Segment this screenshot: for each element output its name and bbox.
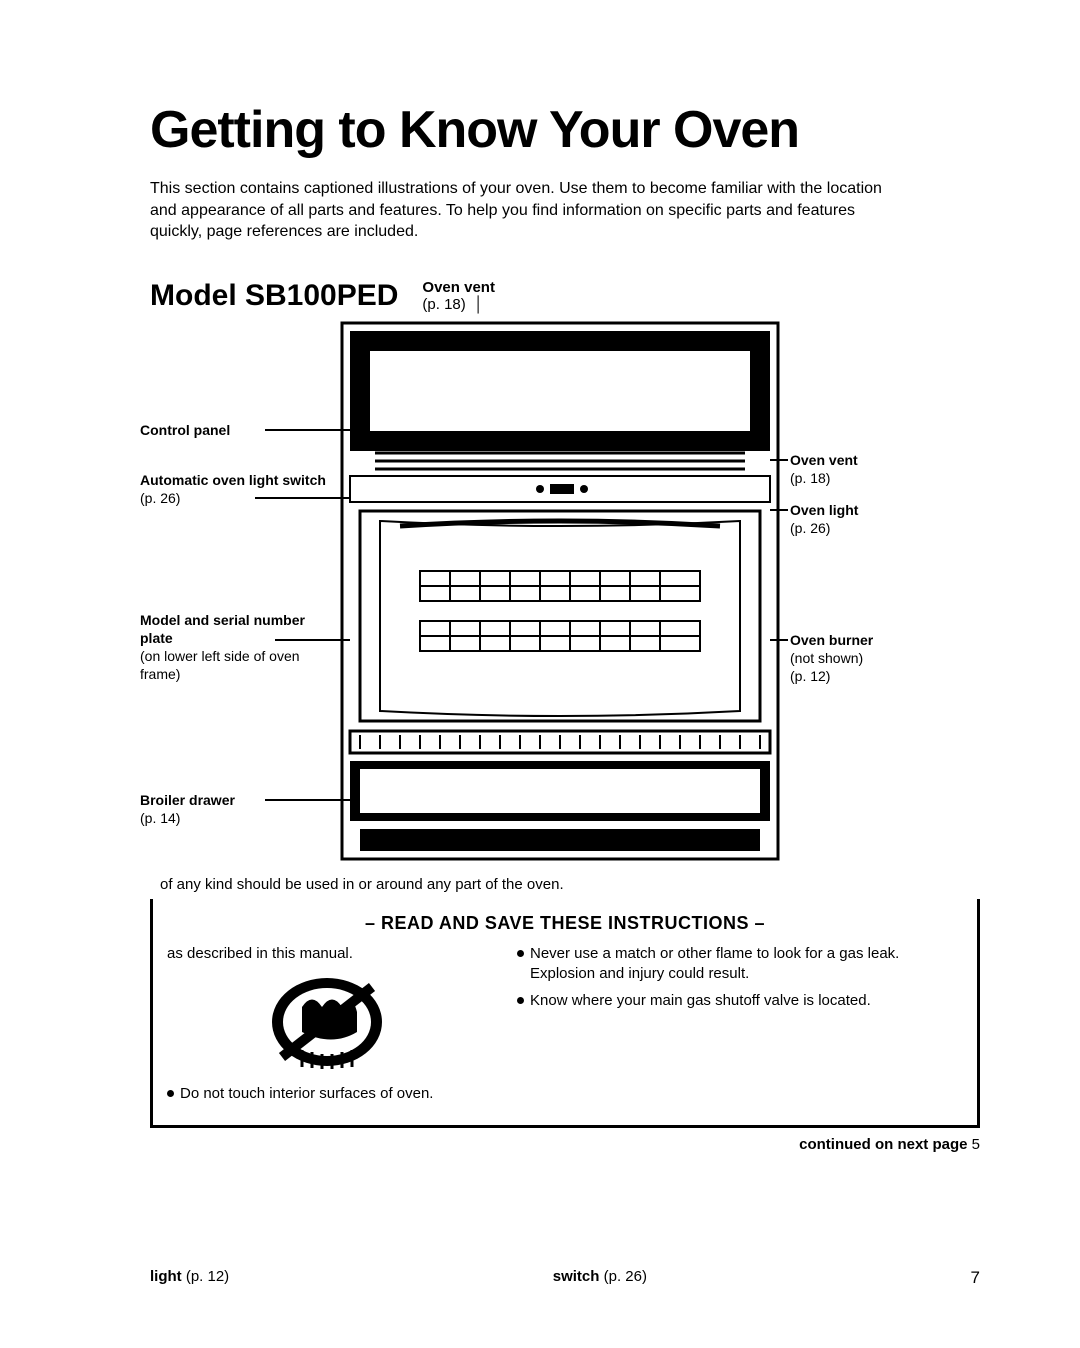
page-title: Getting to Know Your Oven: [150, 100, 980, 160]
callout-oven-burner: Oven burner (not shown) (p. 12): [790, 631, 930, 686]
no-touch-hot-surface-icon: [262, 972, 392, 1072]
intro-paragraph: This section contains captioned illustra…: [150, 178, 910, 243]
page-number: 7: [971, 1268, 980, 1288]
model-title: Model SB100PED: [150, 279, 398, 313]
bullet-icon: [517, 997, 524, 1004]
model-header-row: Model SB100PED Oven vent (p. 18) │: [150, 279, 980, 313]
callout-label: Oven vent: [422, 279, 495, 296]
callout-model-serial-plate: Model and serial number plate (on lower …: [140, 611, 330, 684]
leader-line: [770, 639, 788, 641]
banner-right-bullet: Never use a match or other flame to look…: [517, 944, 963, 985]
manual-page: Getting to Know Your Oven This section c…: [0, 0, 1080, 1348]
leader-line: [275, 639, 350, 641]
instructions-banner: – READ AND SAVE THESE INSTRUCTIONS – as …: [150, 899, 980, 1128]
leader-line: [265, 429, 350, 431]
callout-auto-light-switch: Automatic oven light switch (p. 26): [140, 471, 330, 507]
bullet-icon: [517, 950, 524, 957]
callout-broiler-drawer: Broiler drawer (p. 14): [140, 791, 330, 827]
banner-left-column: as described in this manual. Do not touc…: [167, 944, 487, 1111]
callout-oven-vent: Oven vent (p. 18): [790, 451, 930, 487]
leader-line: [255, 497, 350, 499]
banner-right-column: Never use a match or other flame to look…: [517, 944, 963, 1111]
leader-line: [770, 459, 788, 461]
banner-left-bullet: Do not touch interior surfaces of oven.: [167, 1084, 487, 1104]
bullet-icon: [167, 1090, 174, 1097]
oven-illustration: [340, 321, 780, 861]
footer-left: light (p. 12): [150, 1268, 229, 1288]
banner-right-bullet: Know where your main gas shutoff valve i…: [517, 991, 963, 1011]
banner-columns: as described in this manual. Do not touc…: [167, 944, 963, 1111]
page-footer: light (p. 12) switch (p. 26) 7: [150, 1268, 980, 1288]
oven-vent-top-callout: Oven vent (p. 18) │: [422, 279, 495, 313]
banner-left-top-text: as described in this manual.: [167, 944, 487, 964]
callout-oven-light: Oven light (p. 26): [790, 501, 930, 537]
leader-line: [770, 509, 788, 511]
footer-mid: switch (p. 26): [553, 1268, 647, 1288]
oven-diagram: Control panel Automatic oven light switc…: [140, 321, 920, 881]
callout-ref: (p. 18): [422, 296, 465, 313]
leader-line: [265, 799, 350, 801]
banner-title: – READ AND SAVE THESE INSTRUCTIONS –: [167, 913, 963, 934]
continued-line: continued on next page 5: [150, 1136, 980, 1153]
